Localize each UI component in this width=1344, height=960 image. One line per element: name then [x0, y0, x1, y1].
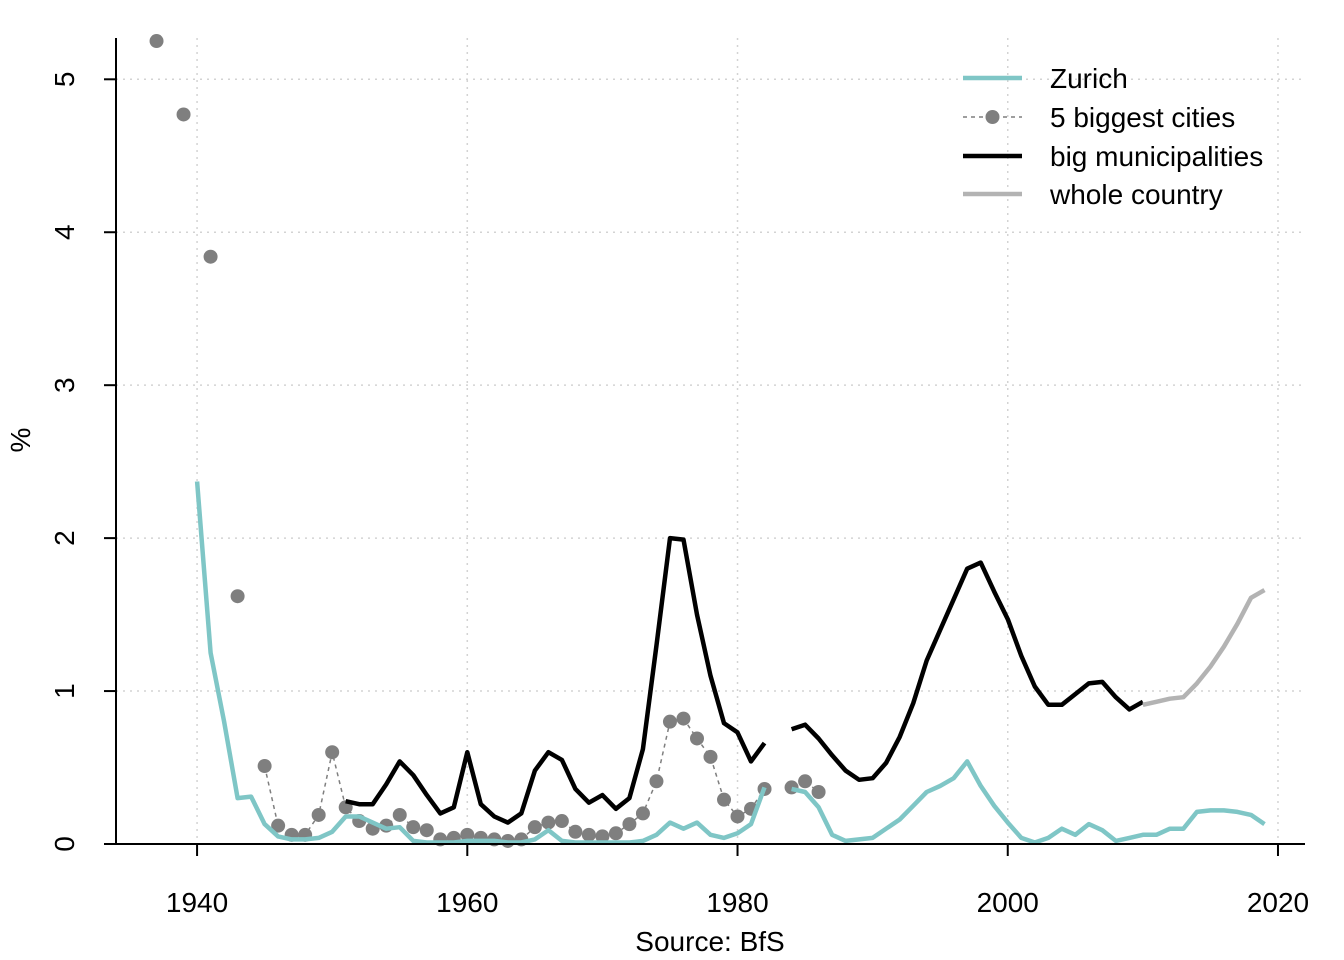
data-point-cities [460, 827, 475, 842]
data-point-cities [622, 817, 637, 832]
y-tick-label: 1 [49, 683, 80, 699]
x-tick-label: 1980 [706, 887, 768, 918]
y-tick-label: 4 [49, 224, 80, 240]
data-point-cities [662, 714, 677, 729]
data-point-cities [311, 807, 326, 822]
legend-label: big municipalities [1050, 141, 1263, 172]
data-point-cities [595, 829, 610, 844]
data-point-cities [203, 249, 218, 264]
x-tick-label: 1940 [166, 887, 228, 918]
data-point-cities [635, 806, 650, 821]
legend-label: 5 biggest cities [1050, 102, 1235, 133]
data-point-cities [230, 589, 245, 604]
legend-label: whole country [1049, 179, 1223, 210]
data-point-cities [811, 785, 826, 799]
series-line-3 [1142, 588, 1266, 707]
data-point-cities [717, 792, 732, 807]
x-tick-label: 1960 [436, 887, 498, 918]
data-point-cities [406, 820, 421, 835]
data-point-cities [581, 827, 596, 842]
data-point-cities [149, 34, 164, 49]
series-line-0 [194, 481, 1266, 845]
x-axis-title: Source: BfS [635, 926, 784, 957]
data-point-cities [676, 711, 691, 726]
data-point-cities [703, 749, 718, 764]
data-point-cities [649, 774, 664, 789]
y-tick-label: 0 [49, 836, 80, 852]
data-point-cities [554, 814, 569, 829]
y-axis-title: % [5, 428, 36, 453]
legend-swatch-point [985, 110, 1000, 124]
legend-label: Zurich [1050, 63, 1128, 94]
data-point-cities [798, 774, 813, 789]
y-tick-label: 2 [49, 530, 80, 546]
data-point-cities [568, 824, 583, 839]
legend: Zurich 5 biggest cities big municipalities… [963, 63, 1263, 210]
x-tick-label: 2020 [1247, 887, 1309, 918]
y-tick-label: 3 [49, 377, 80, 393]
data-point-cities [176, 107, 191, 122]
axes: 1940 1960 1980 2000 2020 0 1 2 3 4 5 [49, 38, 1309, 918]
series-layer [149, 34, 1266, 848]
data-point-cities [541, 815, 556, 830]
grid-lines [116, 38, 1305, 845]
data-point-cities [419, 823, 434, 838]
x-tick-label: 2000 [977, 887, 1039, 918]
series-line-2 [345, 535, 1145, 825]
data-point-cities [392, 807, 407, 822]
data-point-cities [730, 809, 745, 824]
data-point-cities [608, 826, 623, 841]
data-point-cities [257, 759, 272, 773]
data-point-cities [527, 820, 542, 835]
y-tick-label: 5 [49, 72, 80, 88]
data-point-cities [325, 745, 340, 760]
data-point-cities [689, 731, 704, 746]
data-point-cities [271, 818, 286, 833]
